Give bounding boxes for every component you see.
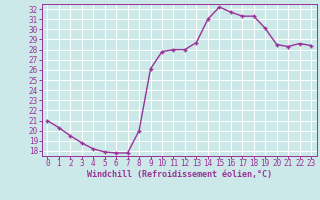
X-axis label: Windchill (Refroidissement éolien,°C): Windchill (Refroidissement éolien,°C): [87, 170, 272, 179]
